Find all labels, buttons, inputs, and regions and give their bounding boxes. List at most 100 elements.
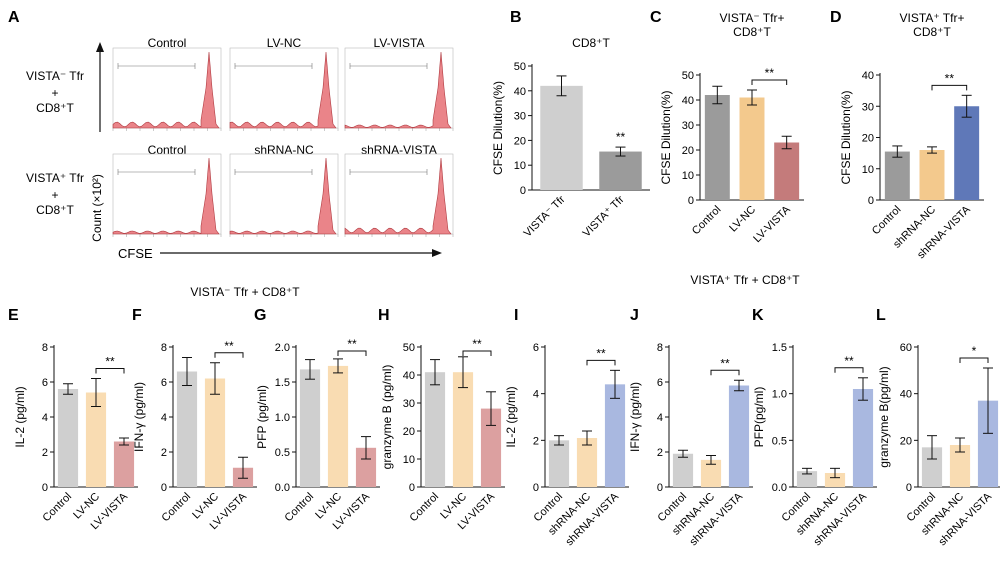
y-tick-label: 2 [161, 447, 167, 459]
histogram-plot: shRNA-NC [229, 143, 339, 237]
row1-label-line2: + [51, 86, 58, 100]
y-tick-label: 40 [900, 389, 912, 401]
row1-label-line1: VISTA⁻ Tfr [26, 69, 84, 83]
bar [672, 453, 694, 487]
y-tick-label: 6 [533, 342, 539, 354]
y-tick-label: 4 [657, 412, 663, 424]
significance-bracket [337, 350, 367, 356]
y-tick-label: 50 [682, 70, 694, 82]
arrowhead-right [432, 249, 442, 257]
significance-bracket [959, 357, 989, 363]
bar [700, 459, 722, 487]
histogram-curve [112, 157, 220, 235]
bar [480, 408, 502, 487]
bar [452, 372, 474, 487]
category-label: Control [283, 491, 317, 525]
histogram-grid: Control LV-NC LV-VISTA Control shRNA-NC shRNA… [112, 36, 454, 237]
panel-letter-d: D [830, 9, 842, 26]
bar [424, 372, 446, 487]
y-tick-label: 40 [514, 86, 526, 98]
category-label: VISTA⁺ Tfr [581, 193, 627, 239]
y-tick-label: 0.5 [275, 447, 290, 459]
bar [796, 471, 818, 487]
y-tick-label: 40 [862, 70, 874, 82]
histogram-title: shRNA-NC [254, 143, 314, 157]
y-axis-label: granzyme B(pg/ml) [877, 366, 891, 467]
bar [113, 441, 135, 487]
chart-b: B CD8⁺T 0 10 20 30 40 50 CFSE Dilution(%) VISTA⁻ … [491, 9, 650, 240]
bar [548, 440, 570, 487]
y-tick-label: 0 [42, 482, 48, 494]
chart-title: CD8⁺T [733, 25, 771, 39]
y-axis-label: CFSE Dilution(%) [839, 90, 853, 184]
cfse-axis-label: CFSE [118, 246, 153, 261]
significance-bracket [586, 359, 616, 366]
y-tick-label: 10 [682, 170, 694, 182]
chart-d: D VISTA⁺ Tfr+CD8⁺T 0 10 20 30 40 CFSE Dilution(… [830, 9, 984, 261]
arrowhead-top [96, 42, 104, 52]
histogram-plot: Control [112, 36, 222, 131]
y-tick-label: 6 [161, 377, 167, 389]
significance-stars: ** [765, 66, 775, 80]
y-tick-label: 2 [42, 447, 48, 459]
bar [540, 85, 583, 190]
significance-bracket [751, 79, 788, 85]
significance-stars: ** [844, 354, 854, 368]
y-axis-label: CFSE Dilution(%) [659, 90, 673, 184]
significance-stars: ** [472, 337, 482, 351]
bar [85, 392, 107, 487]
histogram-plot: LV-NC [229, 36, 339, 131]
significance-bracket [834, 367, 864, 373]
histogram-title: LV-VISTA [374, 36, 425, 50]
category-label: Control [41, 491, 75, 525]
bar [576, 438, 598, 487]
y-tick-label: 8 [161, 342, 167, 354]
bar [704, 95, 730, 200]
y-axis-label: IL-2 (pg/ml) [504, 386, 518, 447]
significance-stars: ** [945, 71, 955, 85]
bar [919, 150, 945, 200]
panel-letter-e: E [8, 307, 19, 324]
panel-letter-j: J [630, 307, 639, 324]
row2-label-line3: CD8⁺T [36, 203, 74, 217]
bar [599, 151, 642, 190]
y-axis-label: IL-2 (pg/ml) [13, 386, 27, 447]
significance-stars: ** [224, 339, 234, 353]
y-axis-label: IFN-γ (pg/ml) [132, 382, 146, 452]
y-tick-label: 20 [900, 435, 912, 447]
bar [852, 389, 874, 487]
y-tick-label: 1.5 [275, 377, 290, 389]
y-tick-label: 20 [862, 133, 874, 145]
y-tick-label: 0 [161, 482, 167, 494]
histogram-plot: shRNA-VISTA [344, 143, 454, 237]
chart-title: VISTA⁻ Tfr+ [720, 11, 785, 25]
bar [977, 400, 999, 487]
panel-letter-g: G [254, 307, 266, 324]
y-tick-label: 4 [42, 412, 48, 424]
histogram-curve [229, 157, 337, 235]
panel-letter-f: F [132, 307, 142, 324]
y-axis-label: CFSE Dilution(%) [491, 81, 505, 175]
panel-a: A VISTA⁻ Tfr + CD8⁺T VISTA⁺ Tfr + CD8⁺T … [8, 9, 454, 261]
y-tick-label: 30 [682, 120, 694, 132]
y-tick-label: 6 [657, 377, 663, 389]
significance-bracket [95, 368, 125, 374]
group-title-right: VISTA⁺ Tfr + CD8⁺T [690, 273, 800, 287]
bar [604, 384, 626, 487]
y-tick-label: 0 [906, 482, 912, 494]
histogram-curve [344, 51, 452, 129]
count-axis-label: Count (×10²) [90, 174, 104, 242]
panel-letter-b: B [510, 9, 522, 26]
panel-letter-i: I [514, 307, 518, 324]
significance-bracket [214, 352, 244, 358]
y-tick-label: 8 [42, 342, 48, 354]
y-tick-label: 8 [657, 342, 663, 354]
bar [774, 142, 800, 200]
y-tick-label: 0 [533, 482, 539, 494]
chart-title: VISTA⁺ Tfr+ [900, 11, 965, 25]
bar [57, 389, 79, 487]
significance-stars: ** [347, 337, 357, 351]
